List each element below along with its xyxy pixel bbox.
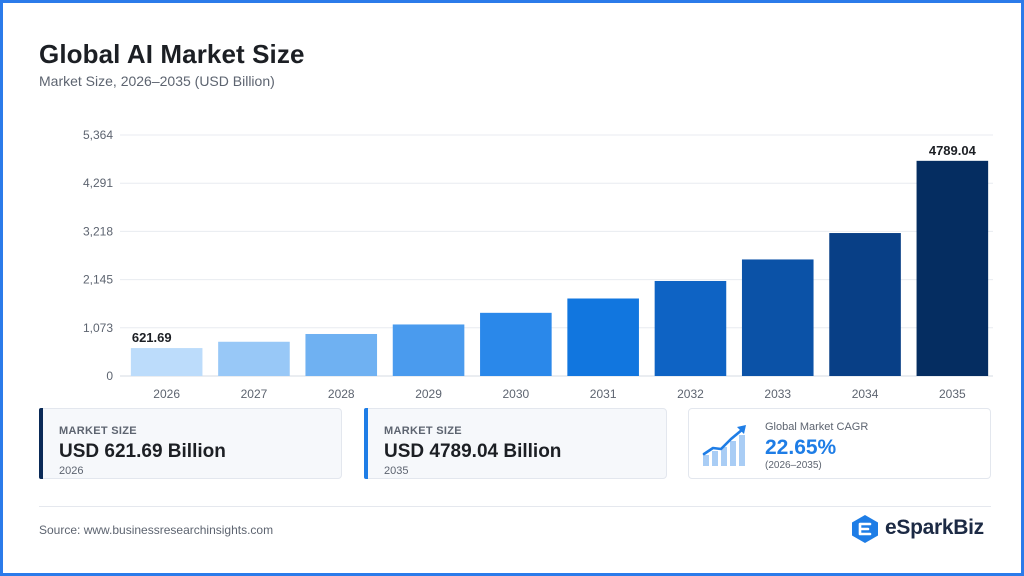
x-tick-label: 2032	[677, 387, 704, 401]
bar	[567, 298, 639, 376]
bar	[218, 341, 290, 376]
x-tick-label: 2035	[939, 387, 966, 401]
bar	[654, 280, 727, 376]
market-size-label: MARKET SIZE	[384, 425, 462, 437]
bar	[480, 312, 552, 376]
cagr-value: 22.65%	[765, 436, 837, 459]
market-size-year: 2035	[384, 465, 409, 477]
page-subtitle: Market Size, 2026–2035 (USD Billion)	[39, 73, 275, 89]
source-text: Source: www.businessresearchinsights.com	[39, 523, 274, 537]
x-tick-label: 2026	[153, 387, 180, 401]
x-tick-label: 2028	[328, 387, 355, 401]
y-tick-label: 2,145	[83, 273, 113, 287]
y-tick-label: 3,218	[83, 224, 113, 238]
x-tick-label: 2031	[590, 387, 617, 401]
cagr-period: (2026–2035)	[765, 460, 822, 471]
data-label: 4789.04	[929, 143, 977, 158]
cagr-card: Global Market CAGR 22.65% (2026–2035)	[688, 408, 991, 479]
x-tick-label: 2034	[852, 387, 879, 401]
x-tick-label: 2033	[764, 387, 791, 401]
market-size-card-end: MARKET SIZE USD 4789.04 Billion 2035	[364, 408, 667, 479]
x-tick-label: 2027	[241, 387, 268, 401]
brand-name: eSparkBiz	[885, 516, 984, 539]
footer-divider	[39, 506, 991, 507]
market-size-label: MARKET SIZE	[59, 425, 137, 437]
card-accent-bar	[364, 408, 368, 479]
y-tick-label: 5,364	[83, 128, 113, 142]
brand: eSparkBiz	[851, 513, 996, 543]
esparkbiz-logo-icon	[852, 515, 878, 543]
market-size-value: USD 621.69 Billion	[59, 441, 226, 462]
y-tick-label: 4,291	[83, 176, 113, 190]
data-label: 621.69	[132, 330, 172, 345]
card-accent-bar	[39, 408, 43, 479]
growth-chart-icon	[702, 425, 746, 466]
cagr-label: Global Market CAGR	[765, 421, 869, 433]
bar	[305, 333, 378, 376]
market-size-value: USD 4789.04 Billion	[384, 441, 562, 462]
bar-chart: 0 1,073 2,145 3,218 4,291 5,364 2026 621.69 2027…	[83, 128, 993, 401]
market-size-card-start: MARKET SIZE USD 621.69 Billion 2026	[39, 408, 342, 479]
y-tick-label: 0	[106, 369, 113, 383]
market-size-year: 2026	[59, 465, 84, 477]
bar	[392, 324, 465, 376]
bar	[829, 233, 901, 376]
bar	[130, 348, 203, 376]
y-tick-label: 1,073	[83, 321, 113, 335]
x-tick-label: 2029	[415, 387, 442, 401]
x-tick-label: 2030	[502, 387, 529, 401]
bar	[741, 259, 814, 376]
bar	[916, 160, 989, 376]
page-title: Global AI Market Size	[39, 39, 305, 69]
